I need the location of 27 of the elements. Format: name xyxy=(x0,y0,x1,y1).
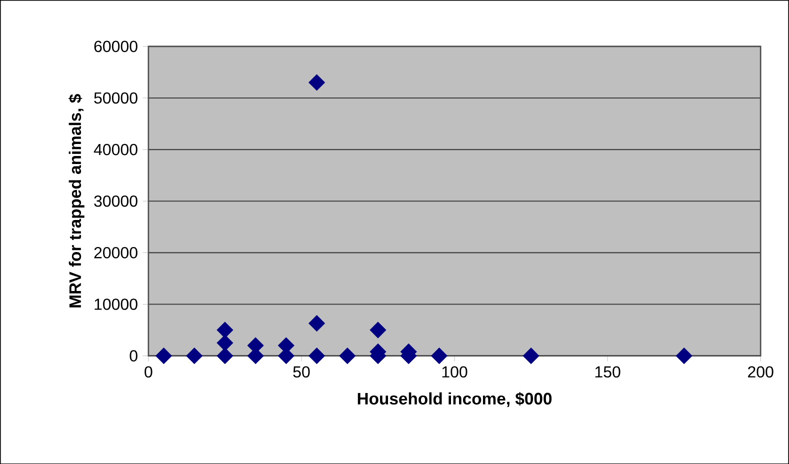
point xyxy=(308,315,325,332)
point xyxy=(216,348,234,364)
point xyxy=(216,322,234,338)
point xyxy=(216,334,234,351)
point xyxy=(522,348,540,364)
point xyxy=(156,348,172,364)
x-tick-label: 0 xyxy=(144,366,152,378)
y-tick-label: 10000 xyxy=(94,298,138,310)
y-axis-title: MRV for trapped animals, $ xyxy=(68,94,84,308)
y-tick-label: 20000 xyxy=(94,246,138,258)
x-tick-label: 150 xyxy=(595,366,620,378)
x-axis-title: Household income, $000 xyxy=(358,392,552,407)
point xyxy=(676,348,692,364)
point xyxy=(339,348,356,364)
point xyxy=(308,348,325,364)
x-tick-label: 200 xyxy=(748,366,774,378)
point xyxy=(431,348,448,364)
x-tick-label: 100 xyxy=(442,366,468,378)
y-tick-label: 60000 xyxy=(94,40,138,52)
point xyxy=(370,322,386,338)
x-tick-label: 50 xyxy=(293,366,310,378)
point xyxy=(186,348,203,364)
y-tick-label: 40000 xyxy=(94,144,138,156)
y-tick-label: 30000 xyxy=(94,195,138,207)
point xyxy=(308,74,325,91)
y-tick-label: 0 xyxy=(130,350,138,362)
y-tick-label: 50000 xyxy=(94,92,138,104)
